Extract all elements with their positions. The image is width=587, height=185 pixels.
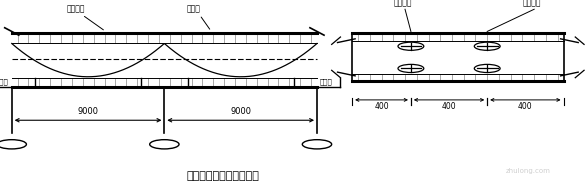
- Text: 预应力筋: 预应力筋: [522, 0, 541, 7]
- Text: zhulong.com: zhulong.com: [506, 168, 551, 174]
- Text: 400: 400: [518, 102, 532, 111]
- Text: 9000: 9000: [230, 107, 251, 116]
- Text: 9000: 9000: [77, 107, 99, 116]
- Text: 400: 400: [442, 102, 456, 111]
- Text: 束下货: 束下货: [320, 78, 333, 85]
- Text: 预应力筋在楼板中的布置: 预应力筋在楼板中的布置: [187, 171, 259, 181]
- Text: 400: 400: [375, 102, 389, 111]
- Text: 预应力筋: 预应力筋: [67, 4, 86, 13]
- Text: 普通钢筋: 普通钢筋: [393, 0, 412, 7]
- Text: 生束束: 生束束: [0, 78, 9, 85]
- Text: 板上钢: 板上钢: [187, 4, 201, 13]
